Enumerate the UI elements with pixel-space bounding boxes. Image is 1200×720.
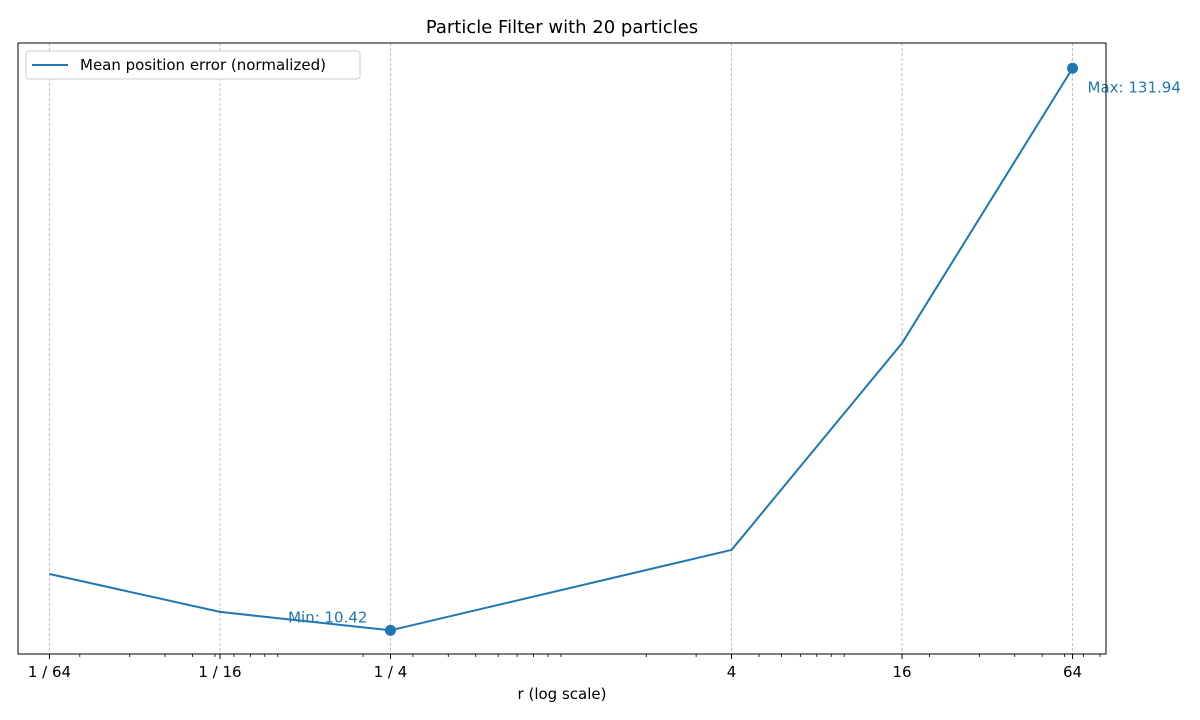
chart-title: Particle Filter with 20 particles <box>426 17 698 38</box>
x-tick-label: 1 / 64 <box>28 663 71 681</box>
x-axis-ticks: 1 / 64 1 / 16 1 / 4 4 16 64 <box>28 654 1082 681</box>
x-tick-label: 1 / 4 <box>374 663 408 681</box>
x-tick-label: 16 <box>892 663 911 681</box>
plot-frame <box>17 42 1107 655</box>
series-layer <box>49 67 1074 632</box>
min-marker <box>384 624 396 636</box>
x-axis-label: r (log scale) <box>518 685 607 703</box>
max-marker <box>1067 62 1079 74</box>
legend-label: Mean position error (normalized) <box>80 56 326 74</box>
min-annotation: Min: 10.42 <box>288 608 367 626</box>
x-tick-label: 4 <box>727 663 737 681</box>
legend-box <box>25 50 361 80</box>
series-line <box>49 67 1074 632</box>
x-tick-label: 64 <box>1063 663 1082 681</box>
legend: Mean position error (normalized) <box>25 50 361 80</box>
max-annotation: Max: 131.94 <box>1088 78 1181 96</box>
x-tick-label: 1 / 16 <box>198 663 241 681</box>
annotations: Min: 10.42 Max: 131.94 <box>288 62 1181 636</box>
grid-lines <box>49 43 1073 654</box>
